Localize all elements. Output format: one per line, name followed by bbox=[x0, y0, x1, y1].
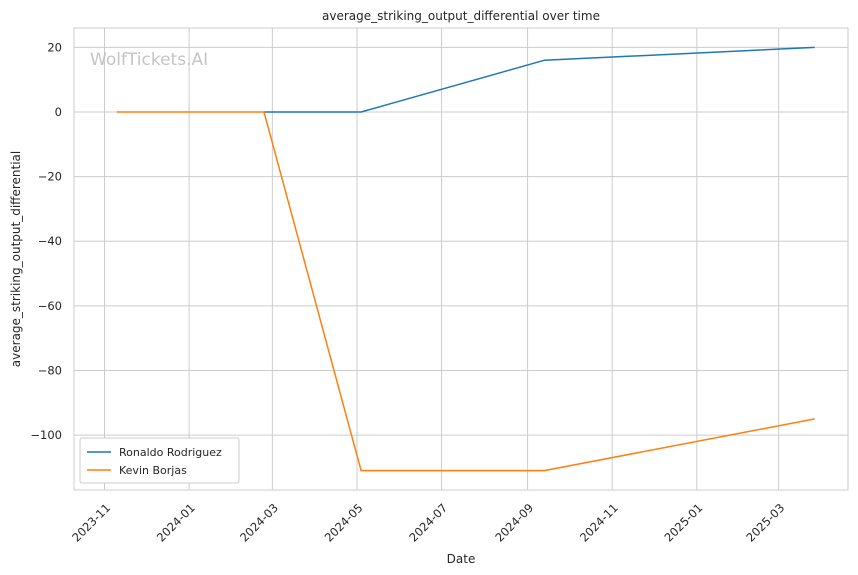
legend-label-kevin-borjas: Kevin Borjas bbox=[119, 464, 187, 477]
plot-background bbox=[74, 28, 848, 490]
y-axis-title: average_striking_output_differential bbox=[9, 151, 23, 367]
x-tick-label: 2024-05 bbox=[322, 501, 366, 545]
x-tick-label: 2024-11 bbox=[577, 501, 621, 545]
series-line-ronaldo-rodriguez bbox=[264, 46, 815, 113]
legend-label-ronaldo-rodriguez: Ronaldo Rodriguez bbox=[119, 446, 222, 459]
x-tick-label: 2025-01 bbox=[662, 501, 706, 545]
y-tick-label: −40 bbox=[38, 234, 62, 248]
y-tick-label: 0 bbox=[55, 105, 62, 119]
y-tick-label: −20 bbox=[38, 170, 62, 184]
x-tick-label: 2024-07 bbox=[406, 501, 450, 545]
x-axis-title: Date bbox=[447, 552, 476, 566]
chart-title: average_striking_output_differential ove… bbox=[322, 9, 600, 23]
x-tick-label: 2024-09 bbox=[492, 501, 536, 545]
watermark-text: WolfTickets.AI bbox=[90, 50, 208, 70]
series-layer bbox=[117, 46, 815, 472]
series-kevin-borjas bbox=[117, 111, 815, 472]
plot-frame bbox=[73, 27, 849, 491]
series-ronaldo-rodriguez bbox=[264, 46, 815, 113]
y-tick-labels: 20 0 −20 −40 −60 −80 −100 bbox=[30, 40, 62, 442]
x-tick-label: 2025-03 bbox=[743, 501, 787, 545]
x-tick-label: 2023-11 bbox=[69, 501, 113, 545]
y-tick-label: −80 bbox=[38, 363, 62, 377]
x-tick-label: 2024-01 bbox=[154, 501, 198, 545]
series-line-kevin-borjas bbox=[117, 111, 815, 472]
y-tick-label: −60 bbox=[38, 299, 62, 313]
x-gridlines bbox=[104, 28, 780, 490]
x-tick-label: 2024-03 bbox=[237, 501, 281, 545]
legend-box bbox=[79, 437, 240, 484]
x-tick-labels: 2023-11 2024-01 2024-03 2024-05 2024-07 2024-… bbox=[69, 501, 787, 545]
y-tick-label: −100 bbox=[30, 428, 62, 442]
y-tick-label: 20 bbox=[47, 40, 62, 54]
legend: Ronaldo Rodriguez Kevin Borjas bbox=[79, 437, 240, 484]
